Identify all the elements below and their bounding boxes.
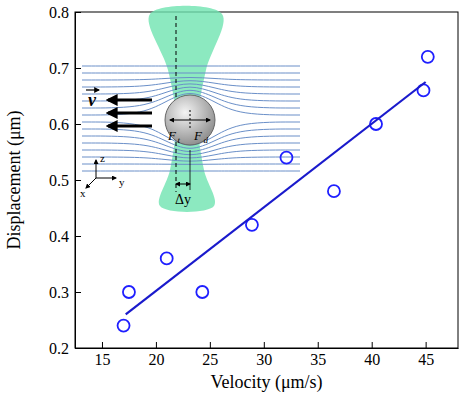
inset-schematic <box>82 6 300 212</box>
y-tick-label: 0.6 <box>49 116 69 133</box>
y-tick-label: 0.2 <box>49 340 69 357</box>
y-tick: 0.3 <box>49 284 81 301</box>
scatter-point <box>123 286 135 298</box>
x-tick-mark <box>318 342 319 348</box>
y-tick: 0.2 <box>49 340 81 357</box>
y-tick-label: 0.4 <box>49 228 69 245</box>
flow-arrow <box>108 125 152 128</box>
coordinate-axis <box>86 178 96 188</box>
x-tick-label: 35 <box>310 351 326 368</box>
y-tick-label: 0.5 <box>49 172 69 189</box>
coordinate-axis <box>96 160 97 178</box>
streamline <box>82 66 300 67</box>
x-tick-mark <box>264 342 265 348</box>
streamline <box>82 78 300 81</box>
x-tick-label: 45 <box>418 351 434 368</box>
flow-arrow <box>108 99 152 102</box>
x-tick-mark <box>372 342 373 348</box>
x-tick: 40 <box>364 342 380 368</box>
annotation: y <box>119 176 125 188</box>
fit-line <box>126 82 426 314</box>
x-tick-label: 40 <box>364 351 380 368</box>
annotation: Δy <box>175 192 191 207</box>
x-tick: 25 <box>202 342 218 368</box>
annotation: F <box>167 128 177 143</box>
x-tick-mark <box>102 342 103 348</box>
x-axis: 15 20 25 30 35 40 45 <box>76 342 459 368</box>
annotation-subscript: d <box>204 135 209 145</box>
x-tick-mark <box>210 342 211 348</box>
drag-force-arrow <box>190 120 210 121</box>
y-tick-mark <box>75 12 81 13</box>
scatter-point <box>161 252 173 264</box>
scatter-point <box>328 185 340 197</box>
x-tick: 45 <box>418 342 434 368</box>
plot-frame <box>75 12 458 348</box>
y-tick-label: 0.8 <box>49 4 69 21</box>
trap-force-arrow <box>170 120 190 121</box>
x-axis-line <box>76 348 459 349</box>
x-tick: 30 <box>256 342 272 368</box>
annotation: v <box>88 90 97 110</box>
x-tick: 35 <box>310 342 326 368</box>
y-tick: 0.6 <box>49 116 81 133</box>
x-tick-label: 25 <box>202 351 218 368</box>
y-axis: 0.2 0.3 0.4 0.5 0.6 0.7 0.8 <box>49 4 81 357</box>
flow-arrow <box>108 112 152 115</box>
y-tick-label: 0.3 <box>49 284 69 301</box>
y-tick: 0.4 <box>49 228 81 245</box>
streamline <box>82 73 300 74</box>
annotations: vFtFdΔyzxy <box>80 90 209 207</box>
particle-centre-line <box>190 110 191 130</box>
y-tick: 0.8 <box>49 4 81 21</box>
streamline <box>82 164 300 165</box>
x-tick-label: 30 <box>256 351 272 368</box>
y-tick-mark <box>75 124 81 125</box>
scatter-point <box>118 320 130 332</box>
y-tick: 0.5 <box>49 172 81 189</box>
y-tick-mark <box>75 292 81 293</box>
y-axis-title: Displacement (μm) <box>4 110 25 249</box>
chart: 15 20 25 30 35 40 45 0.2 0.3 0.4 0.5 0.6 0.7 0.8 Veloc… <box>0 0 466 394</box>
x-tick: 20 <box>148 342 164 368</box>
coordinate-axis <box>96 178 116 179</box>
y-tick-mark <box>75 348 81 349</box>
y-tick-mark <box>75 236 81 237</box>
streamline <box>82 157 300 161</box>
data-marks <box>118 51 434 332</box>
scatter-point <box>280 152 292 164</box>
displacement-bracket <box>176 184 190 185</box>
particle <box>165 95 215 145</box>
particle-centre-marker <box>190 150 191 190</box>
x-tick-mark <box>426 342 427 348</box>
x-tick: 15 <box>94 342 110 368</box>
y-tick: 0.7 <box>49 60 81 77</box>
scatter-point <box>196 286 208 298</box>
streamline <box>82 84 300 94</box>
y-tick-mark <box>75 180 81 181</box>
plot-area: 15 20 25 30 35 40 45 0.2 0.3 0.4 0.5 0.6 0.7 0.8 <box>49 4 459 369</box>
laser-beam <box>149 6 224 212</box>
x-tick-mark <box>156 342 157 348</box>
scatter-point <box>422 51 434 63</box>
x-tick-label: 20 <box>148 351 164 368</box>
x-tick-label: 15 <box>94 351 110 368</box>
x-axis-title: Velocity (μm/s) <box>210 372 322 393</box>
y-tick-label: 0.7 <box>49 60 69 77</box>
annotation: z <box>100 152 105 164</box>
annotation-subscript: t <box>178 135 181 145</box>
streamline <box>82 171 300 172</box>
annotation: x <box>80 187 86 199</box>
y-tick-mark <box>75 68 81 69</box>
annotation: F <box>193 128 203 143</box>
